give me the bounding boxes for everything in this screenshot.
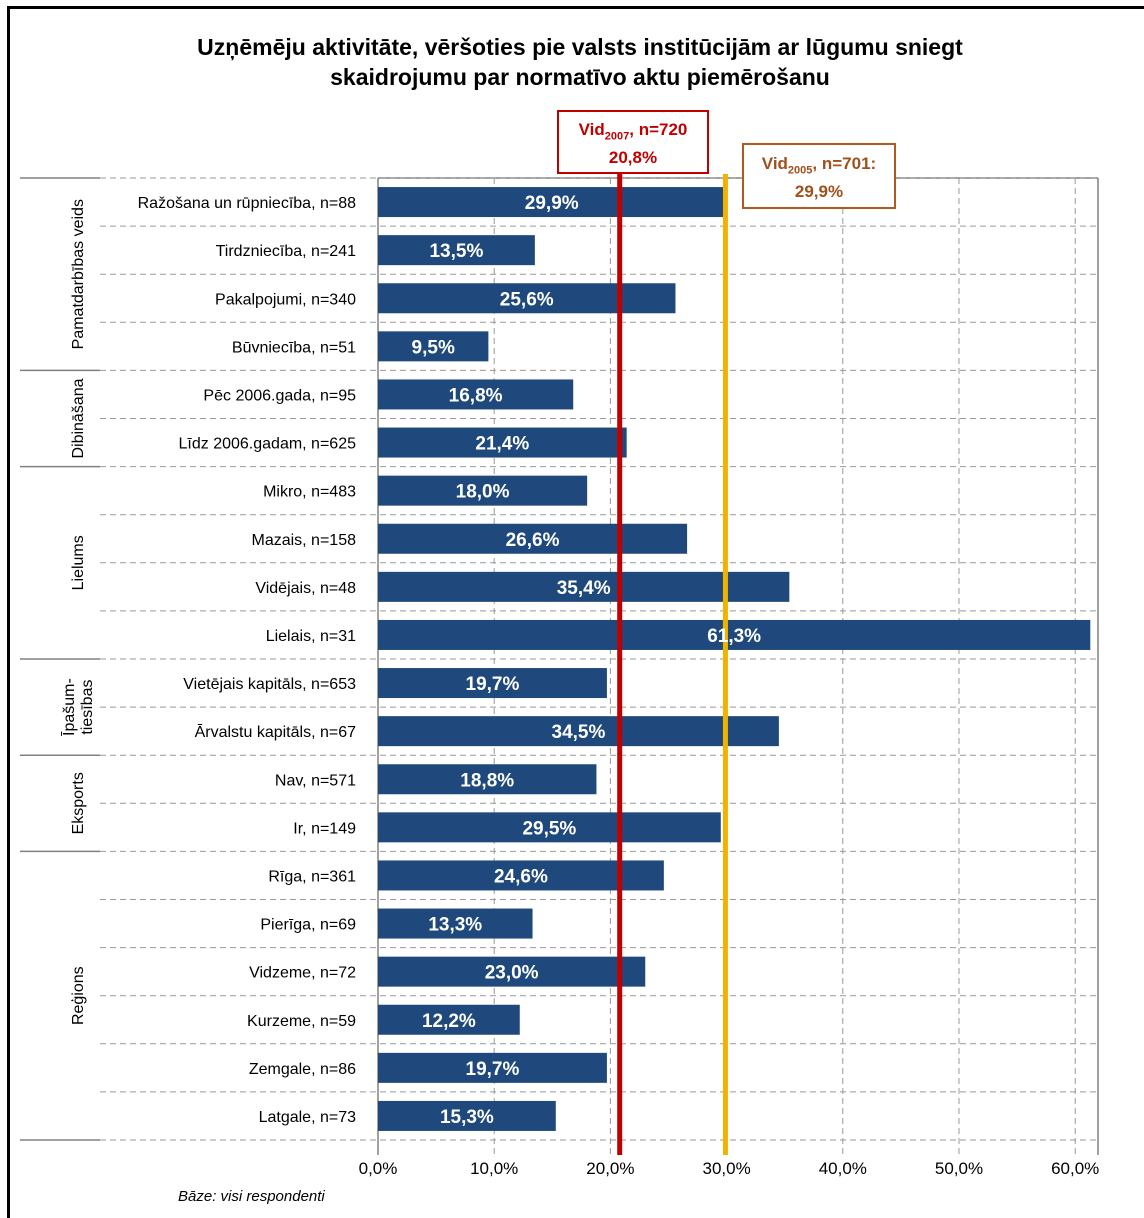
- category-label: Ir, n=149: [293, 820, 356, 837]
- category-label: Līdz 2006.gadam, n=625: [179, 436, 357, 453]
- bar-value-label: 21,4%: [475, 434, 529, 455]
- chart-title: Uzņēmēju aktivitāte, vēršoties pie valst…: [110, 32, 1050, 92]
- bar-value-label: 12,2%: [422, 1011, 476, 1032]
- bar-value-label: 23,0%: [485, 963, 539, 984]
- bar: [378, 427, 627, 458]
- base-note: Bāze: visi respondenti: [178, 1188, 325, 1205]
- group-label: Reģions: [69, 966, 87, 1025]
- bar: [378, 235, 535, 266]
- chart-title-line-2: skaidrojumu par normatīvo aktu piemēroša…: [330, 64, 830, 90]
- average-2005-value: 29,9%: [794, 182, 844, 202]
- average-2005-title: Vid2005, n=701:: [761, 154, 877, 177]
- bar-value-label: 34,5%: [552, 722, 606, 743]
- bar-value-label: 26,6%: [506, 530, 560, 551]
- bar-value-label: 18,8%: [460, 770, 514, 791]
- average-lines: [617, 174, 728, 1155]
- group-label: Pamatdarbības veids: [70, 199, 87, 349]
- bar-value-label: 13,3%: [428, 915, 482, 936]
- average-2007-value: 20,8%: [608, 148, 658, 168]
- x-tick-label: 50,0%: [935, 1159, 983, 1178]
- bar-layer: [378, 187, 1091, 1131]
- bar: [378, 331, 489, 362]
- x-tick-label: 10,0%: [470, 1159, 518, 1178]
- x-tick-label: 20,0%: [586, 1159, 634, 1178]
- bar: [378, 1100, 556, 1131]
- bar: [378, 187, 726, 218]
- group-label: Dibināšana: [70, 378, 87, 458]
- average-2007-box: Vid2007, n=720 20,8%: [557, 110, 709, 174]
- category-label: Tirdzniecība, n=241: [216, 243, 356, 260]
- bar: [378, 523, 688, 554]
- x-tick-label: 40,0%: [819, 1159, 867, 1178]
- category-label: Kurzeme, n=59: [247, 1013, 356, 1030]
- category-label: Vidzeme, n=72: [249, 965, 356, 982]
- category-label: Rīga, n=361: [268, 868, 356, 885]
- x-tick-label: 0,0%: [359, 1159, 398, 1178]
- category-label: Ražošana un rūpniecība, n=88: [138, 195, 356, 212]
- bar-value-label: 13,5%: [429, 241, 483, 262]
- label-layer: 0,0% 10,0% 20,0% 30,0% 40,0% 50,0% 60,0% 29,9% R…: [60, 193, 1099, 1178]
- grid-layer: [20, 177, 1099, 1155]
- bar: [378, 1052, 607, 1083]
- category-label: Latgale, n=73: [259, 1109, 357, 1126]
- group-label: tiesības: [79, 680, 96, 735]
- bar-value-label: 18,0%: [456, 482, 510, 503]
- category-label: Ārvalstu kapitāls, n=67: [195, 723, 357, 741]
- bar-value-label: 35,4%: [557, 578, 611, 599]
- chart-frame: [7, 6, 1144, 1218]
- bar: [378, 379, 574, 410]
- bar-value-label: 19,7%: [466, 1059, 520, 1080]
- bar-value-label: 29,5%: [522, 818, 576, 839]
- bar-value-label: 16,8%: [449, 385, 503, 406]
- category-label: Mazais, n=158: [251, 532, 356, 549]
- bar: [378, 908, 533, 939]
- bar-value-label: 15,3%: [440, 1107, 494, 1128]
- bar: [378, 668, 607, 699]
- category-label: Pēc 2006.gada, n=95: [203, 387, 356, 404]
- bar: [378, 619, 1091, 650]
- bar: [378, 860, 664, 891]
- bar-value-label: 9,5%: [412, 337, 455, 358]
- category-label: Mikro, n=483: [263, 484, 356, 501]
- average-2005-box: Vid2005, n=701: 29,9%: [742, 143, 896, 209]
- group-label: Lielums: [70, 535, 87, 590]
- x-tick-label: 30,0%: [702, 1159, 750, 1178]
- category-label: Pakalpojumi, n=340: [215, 291, 356, 308]
- bar: [378, 571, 790, 602]
- bar: [378, 716, 779, 747]
- category-label: Vidējais, n=48: [255, 580, 356, 597]
- bar: [378, 1004, 520, 1035]
- bar-value-label: 61,3%: [707, 626, 761, 647]
- bar: [378, 764, 597, 795]
- category-label: Lielais, n=31: [266, 628, 356, 645]
- x-tick-label: 60,0%: [1051, 1159, 1099, 1178]
- bar-value-label: 24,6%: [494, 866, 548, 887]
- category-label: Zemgale, n=86: [249, 1061, 356, 1078]
- group-label: Eksports: [70, 772, 87, 834]
- group-label: Īpašum-: [60, 678, 78, 736]
- average-2007-title: Vid2007, n=720: [578, 120, 688, 143]
- category-label: Būvniecība, n=51: [232, 339, 356, 356]
- bar-value-label: 25,6%: [500, 289, 554, 310]
- bar: [378, 283, 676, 314]
- bar-value-label: 29,9%: [525, 193, 579, 214]
- bar: [378, 475, 588, 506]
- bar-value-label: 19,7%: [466, 674, 520, 695]
- bar: [378, 956, 646, 987]
- category-label: Pierīga, n=69: [260, 917, 356, 934]
- category-label: Vietējais kapitāls, n=653: [183, 676, 356, 693]
- category-label: Nav, n=571: [275, 772, 356, 789]
- bar: [378, 812, 721, 843]
- chart-title-line-1: Uzņēmēju aktivitāte, vēršoties pie valst…: [197, 34, 963, 60]
